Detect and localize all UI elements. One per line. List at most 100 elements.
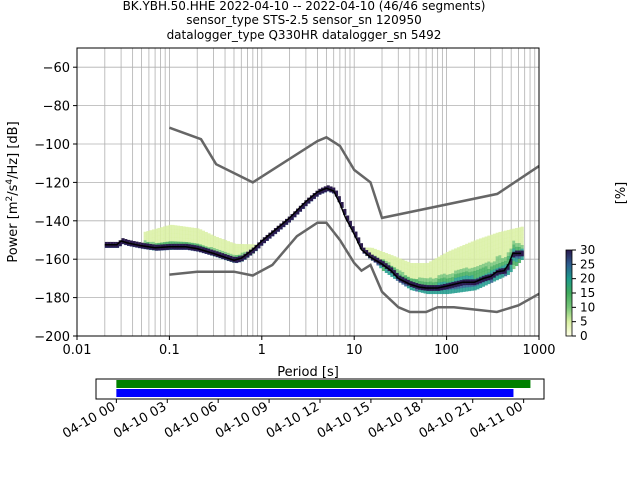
heatmap-cell-mode <box>495 269 499 276</box>
heatmap-cell <box>481 256 485 261</box>
heatmap-cell <box>495 256 499 261</box>
x-tick-label: 0.1 <box>159 343 180 358</box>
heatmap-cell <box>520 226 524 231</box>
heatmap-cell <box>520 234 524 238</box>
new-high-noise-model-line <box>168 126 540 220</box>
heatmap-cell-mode <box>343 208 347 215</box>
heatmap-cell <box>218 249 222 255</box>
heatmap-cell <box>232 247 236 252</box>
heatmap-cell <box>171 229 175 234</box>
heatmap-cell-mode <box>520 250 524 257</box>
heatmap-cell-mode <box>257 242 261 249</box>
heatmap-cell <box>235 247 239 252</box>
heatmap-cell <box>174 225 178 230</box>
heatmap-cell <box>473 286 477 291</box>
heatmap-cell <box>456 258 461 263</box>
heatmap-cell-mode <box>373 256 377 263</box>
heatmap-cell <box>246 248 250 254</box>
heatmap-cell <box>503 230 508 235</box>
heatmap-cell <box>479 238 483 243</box>
heatmap-cell <box>415 275 419 280</box>
heatmap-cell <box>490 258 494 263</box>
heatmap-cell <box>456 288 461 293</box>
heatmap-cell <box>445 255 449 260</box>
heatmap-cell <box>501 273 505 278</box>
heatmap-cell <box>515 258 519 263</box>
heatmap-cell <box>459 246 463 251</box>
heatmap-cell <box>470 256 474 261</box>
heatmap-cell-mode <box>368 252 372 259</box>
heatmap-cell <box>163 234 167 239</box>
heatmap-cell <box>501 265 505 270</box>
heatmap-cell <box>176 237 181 242</box>
heatmap-cell <box>473 267 477 272</box>
heatmap-cell <box>185 226 189 231</box>
heatmap-cell <box>434 266 438 271</box>
heatmap-cell <box>221 250 225 256</box>
heatmap-cell <box>154 232 158 237</box>
heatmap-cell <box>467 250 472 255</box>
heatmap-cell <box>437 290 441 295</box>
heatmap-cell <box>509 229 513 234</box>
x-tick-label: 100 <box>434 343 459 358</box>
heatmap-cell <box>160 238 164 243</box>
colorbar-tick-label: 10 <box>580 300 595 314</box>
heatmap-cell-mode <box>287 216 291 223</box>
heatmap-cell <box>437 282 441 287</box>
heatmap-cell <box>409 274 413 279</box>
colorbar-gradient <box>565 249 573 337</box>
heatmap-cell <box>146 230 150 235</box>
title-line-1: BK.YBH.50.HHE 2022-04-10 -- 2022-04-10 (… <box>123 0 486 13</box>
heatmap-cell <box>143 240 147 245</box>
heatmap-cell <box>404 264 408 269</box>
heatmap-cell <box>429 281 433 286</box>
heatmap-cell <box>442 269 447 274</box>
heatmap-cell <box>185 234 189 239</box>
heatmap-cell <box>179 237 183 243</box>
time-tick-label: 04-10 06 <box>162 399 220 441</box>
y-axis-ticks: −60 −80 −100 −120 −140 −160 −180 −200 <box>34 61 77 345</box>
heatmap-cell-mode <box>307 197 311 204</box>
heatmap-cell <box>498 251 502 256</box>
heatmap-cell <box>512 264 516 270</box>
heatmap-cell <box>171 224 175 230</box>
heatmap-cell <box>467 261 472 266</box>
heatmap-cell <box>465 259 469 264</box>
heatmap-cell <box>196 232 200 237</box>
heatmap-cell <box>451 269 455 274</box>
heatmap-cell <box>168 224 172 230</box>
heatmap-cell <box>484 281 488 286</box>
heatmap-cell <box>431 259 436 264</box>
heatmap-cell <box>185 230 189 235</box>
heatmap-cell <box>224 244 228 249</box>
heatmap-cell <box>193 235 197 240</box>
heatmap-cell <box>501 250 505 255</box>
heatmap-cell <box>409 278 413 283</box>
heatmap-cell <box>204 239 208 244</box>
heatmap-cell-mode <box>312 193 316 199</box>
heatmap-cell <box>501 261 505 267</box>
heatmap-cell <box>515 261 519 267</box>
heatmap-cell <box>459 284 463 289</box>
heatmap-cell-mode <box>290 214 294 220</box>
heatmap-cell <box>470 245 474 250</box>
heatmap-cell <box>445 274 449 279</box>
heatmap-cell <box>462 244 466 250</box>
heatmap-cell <box>420 288 424 293</box>
heatmap-cell <box>423 270 427 275</box>
heatmap-cell <box>415 267 419 272</box>
heatmap-cell <box>498 255 502 260</box>
heatmap-cell-mode <box>273 228 278 234</box>
heatmap-cell <box>179 226 183 231</box>
heatmap-cell <box>182 238 186 243</box>
heatmap-cell <box>501 235 505 240</box>
heatmap-cell <box>163 226 167 231</box>
heatmap-cell <box>182 230 186 235</box>
heatmap-cell <box>473 274 477 279</box>
heatmap-cell <box>418 263 422 267</box>
x-tick-label: 0.01 <box>63 343 92 358</box>
heatmap-cell <box>442 257 447 262</box>
heatmap-cell <box>440 262 444 267</box>
heatmap-cell <box>454 270 458 275</box>
heatmap-cell <box>501 254 505 259</box>
